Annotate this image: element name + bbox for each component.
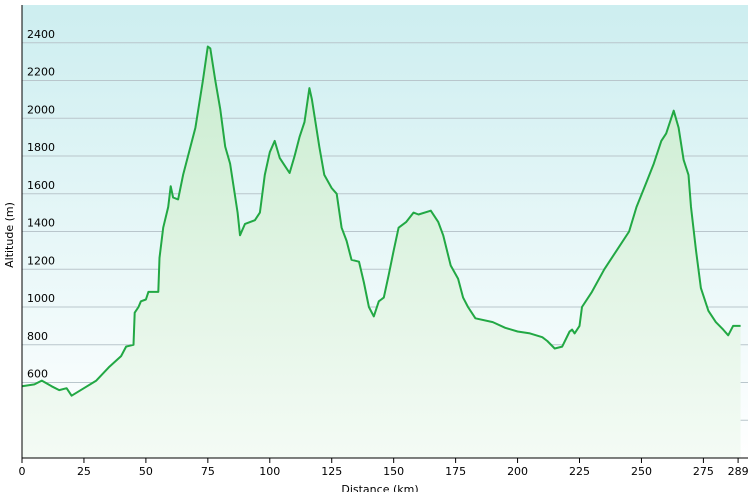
y-tick-label: 1400	[27, 217, 55, 230]
y-tick-label: 2000	[27, 103, 55, 116]
y-tick-label: 800	[27, 330, 48, 343]
area-fill	[22, 46, 741, 458]
x-tick-label: 250	[631, 465, 652, 478]
profile-line	[21, 45, 741, 397]
y-axis-label: Altitude (m)	[3, 202, 16, 268]
x-tick-label: 225	[569, 465, 590, 478]
y-tick-label: 2400	[27, 28, 55, 41]
x-axis-label: Distance (km)	[341, 483, 418, 492]
x-tick-label: 0	[19, 465, 26, 478]
x-tick-label: 75	[201, 465, 215, 478]
x-tick-label: 150	[383, 465, 404, 478]
x-tick-label: 200	[507, 465, 528, 478]
x-tick-label: 289	[728, 465, 749, 478]
y-tick-label: 600	[27, 368, 48, 381]
x-tick-label: 275	[693, 465, 714, 478]
x-tick-label: 100	[259, 465, 280, 478]
y-tick-label: 1600	[27, 179, 55, 192]
y-tick-label: 1200	[27, 254, 55, 267]
y-tick-label: 2200	[27, 66, 55, 79]
x-tick-label: 25	[77, 465, 91, 478]
x-tick-label: 125	[321, 465, 342, 478]
x-tick-label: 175	[445, 465, 466, 478]
x-tick-label: 50	[139, 465, 153, 478]
y-tick-label: 1800	[27, 141, 55, 154]
y-tick-label: 1000	[27, 292, 55, 305]
